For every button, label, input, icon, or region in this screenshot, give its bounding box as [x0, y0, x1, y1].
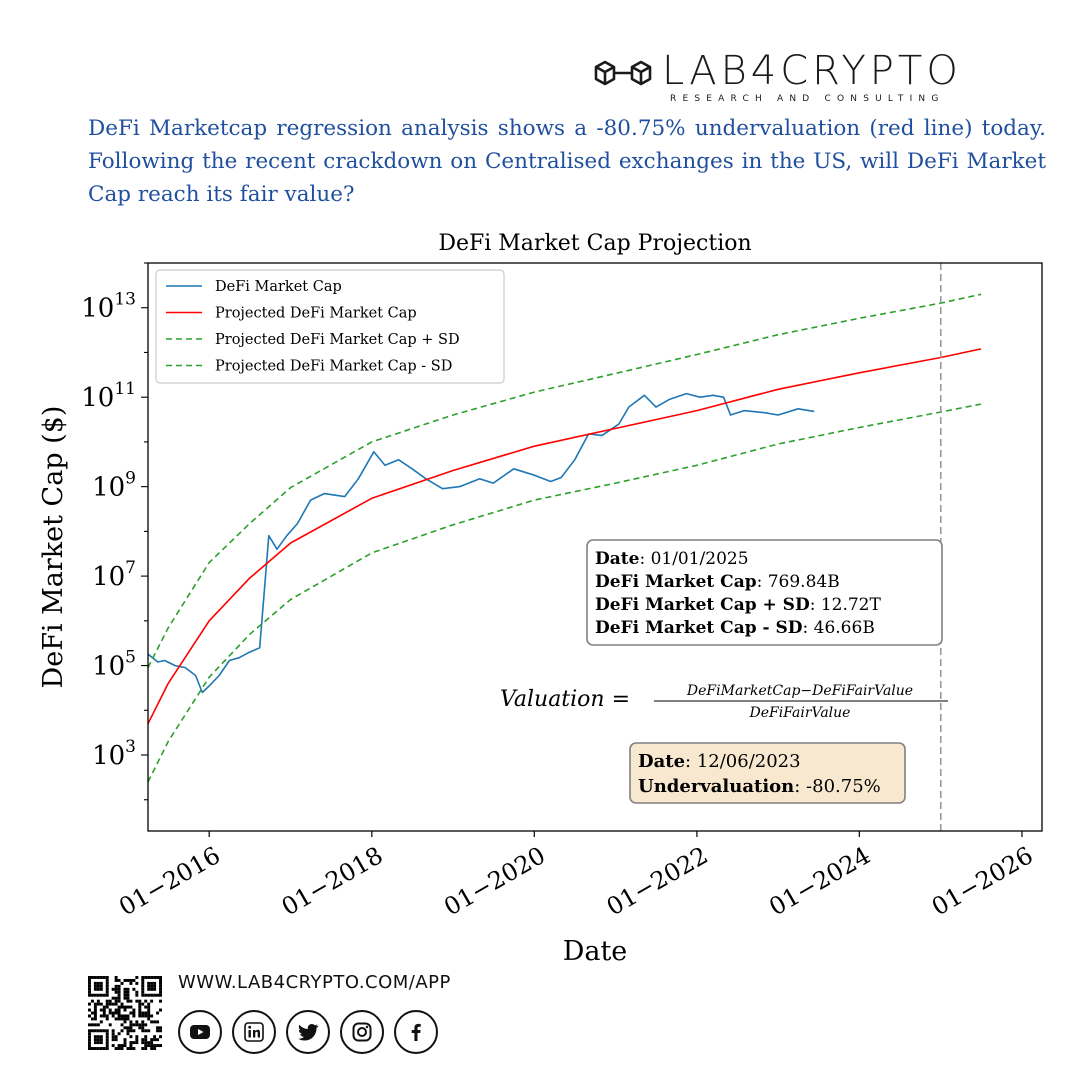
defi-market-cap-chart: DeFi Market Cap Projection Date DeFi Marke… — [38, 231, 1043, 967]
projection-annotation-frame — [586, 539, 943, 646]
legend-entry: DeFi Market Cap — [215, 279, 342, 295]
y-tick-label: 1011 — [81, 379, 136, 413]
y-axis-label: DeFi Market Cap ($) — [38, 406, 69, 689]
chart-title: DeFi Market Cap Projection — [438, 231, 751, 256]
x-tick-label: 01−2024 — [764, 841, 875, 921]
x-tick-label: 01−2026 — [927, 841, 1038, 921]
footer: WWW.LAB4CRYPTO.COM/APP — [88, 972, 508, 1056]
formula-denominator: DeFiFairValue — [749, 705, 851, 721]
undervaluation-annotation-row: Date: 12/06/2023 — [638, 751, 801, 772]
series-line-2 — [147, 293, 982, 668]
legend-entry: Projected DeFi Market Cap - SD — [215, 359, 452, 375]
website-link[interactable]: WWW.LAB4CRYPTO.COM/APP — [178, 972, 451, 993]
projection-annotation-row: Date: 01/01/2025 — [595, 549, 749, 569]
y-tick-label: 1013 — [81, 290, 136, 324]
y-tick-label: 109 — [92, 469, 136, 503]
legend: DeFi Market Cap Projected DeFi Market Cap… — [155, 269, 505, 384]
projection-annotation-row: DeFi Market Cap + SD: 12.72T — [595, 595, 882, 615]
linkedin-icon[interactable] — [232, 1010, 276, 1054]
y-tick-label: 107 — [92, 558, 136, 592]
brand-tagline: RESEARCH AND CONSULTING — [670, 94, 945, 104]
youtube-icon[interactable] — [178, 1010, 222, 1054]
instagram-icon[interactable] — [340, 1010, 384, 1054]
series-line-0 — [147, 392, 815, 694]
social-links — [178, 1010, 438, 1054]
x-tick-label: 01−2020 — [439, 841, 550, 921]
legend-entry: Projected DeFi Market Cap — [215, 306, 417, 322]
qr-code-icon[interactable] — [88, 976, 162, 1050]
plot-frame — [147, 262, 1043, 832]
twitter-icon[interactable] — [286, 1010, 330, 1054]
series-line-1 — [147, 348, 982, 725]
projection-annotation-row: DeFi Market Cap - SD: 46.66B — [595, 618, 875, 638]
formula-numerator: DeFiMarketCap−DeFiFairValue — [686, 683, 913, 699]
legend-frame — [155, 269, 505, 384]
valuation-formula: Valuation = DeFiMarketCap−DeFiFairValue De… — [500, 683, 948, 721]
projection-annotation-row: DeFi Market Cap: 769.84B — [595, 572, 840, 592]
projection-annotation: Date: 01/01/2025 DeFi Market Cap: 769.84B… — [586, 539, 943, 646]
y-tick-label: 103 — [92, 737, 136, 771]
series-line-3 — [147, 403, 982, 783]
x-tick-label: 01−2016 — [114, 841, 225, 921]
x-tick-label: 01−2022 — [602, 841, 713, 921]
headline-text: DeFi Marketcap regression analysis shows… — [88, 116, 1046, 207]
cube-logo-icon — [594, 60, 652, 86]
x-tick-label: 01−2018 — [277, 841, 388, 921]
brand-name: LAB4CRYPTO — [662, 48, 962, 94]
undervaluation-annotation-frame — [629, 742, 906, 804]
facebook-icon[interactable] — [394, 1010, 438, 1054]
legend-entry: Projected DeFi Market Cap + SD — [215, 332, 460, 348]
undervaluation-annotation: Date: 12/06/2023 Undervaluation: -80.75% — [629, 742, 906, 804]
undervaluation-annotation-row: Undervaluation: -80.75% — [638, 776, 881, 797]
brand-logo: LAB4CRYPTO RESEARCH AND CONSULTING — [592, 48, 992, 110]
y-tick-label: 105 — [92, 648, 136, 682]
formula-lhs: Valuation = — [500, 687, 630, 712]
x-axis-label: Date — [563, 936, 628, 967]
